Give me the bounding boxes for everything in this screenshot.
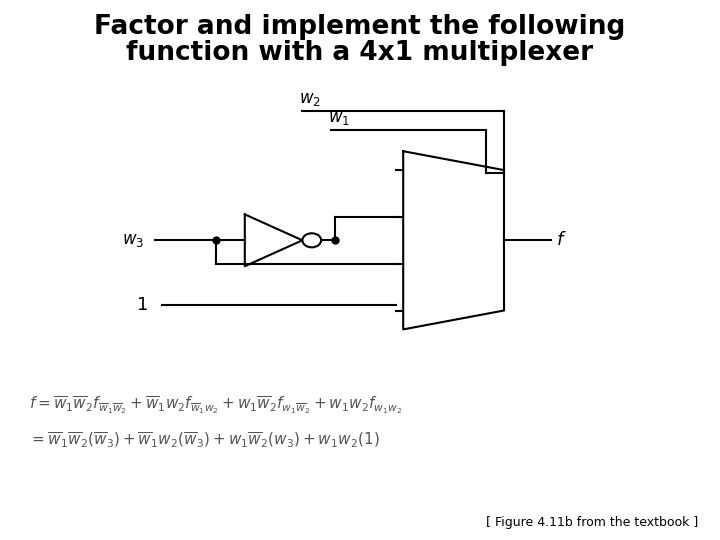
Text: $w_3$: $w_3$ (122, 232, 144, 249)
Text: Factor and implement the following: Factor and implement the following (94, 14, 626, 39)
Text: function with a 4x1 multiplexer: function with a 4x1 multiplexer (127, 40, 593, 66)
Text: $= \overline{w}_1\overline{w}_2(\overline{w}_3)+ \overline{w}_1 w_2(\overline{w}: $= \overline{w}_1\overline{w}_2(\overlin… (29, 430, 379, 450)
Circle shape (302, 233, 321, 247)
Text: $f$: $f$ (556, 231, 567, 249)
Text: [ Figure 4.11b from the textbook ]: [ Figure 4.11b from the textbook ] (486, 516, 698, 529)
Text: $w_2$: $w_2$ (299, 91, 320, 108)
Text: $1$: $1$ (136, 296, 148, 314)
Text: $w_1$: $w_1$ (328, 110, 350, 127)
Text: $f = \overline{w}_1\overline{w}_2 f_{\overline{w}_1\overline{w}_2}+ \overline{w}: $f = \overline{w}_1\overline{w}_2 f_{\ov… (29, 394, 402, 416)
